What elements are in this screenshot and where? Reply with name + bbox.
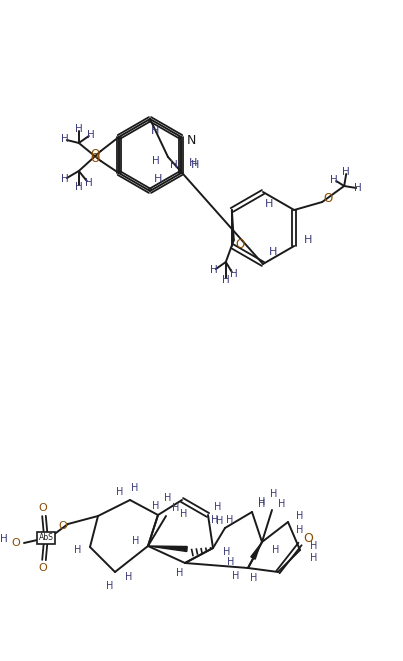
Text: H: H: [85, 178, 93, 188]
Text: H: H: [330, 175, 338, 185]
Text: H: H: [278, 499, 286, 509]
Text: H: H: [214, 502, 222, 512]
Polygon shape: [251, 545, 260, 559]
Text: H: H: [269, 247, 277, 257]
Text: H: H: [272, 545, 280, 555]
Text: O: O: [12, 538, 21, 548]
Text: H: H: [222, 275, 230, 285]
Text: O: O: [90, 147, 100, 161]
Text: H: H: [172, 503, 180, 513]
Text: H: H: [177, 568, 184, 578]
Text: H: H: [61, 174, 69, 184]
Text: H: H: [75, 124, 83, 134]
Text: O: O: [58, 521, 67, 531]
Text: O: O: [90, 153, 100, 165]
Text: H: H: [180, 509, 188, 519]
Text: H: H: [258, 499, 266, 509]
Text: H: H: [310, 553, 318, 563]
Text: H: H: [170, 160, 178, 170]
Text: H: H: [189, 158, 197, 168]
Text: H: H: [258, 497, 266, 507]
Text: H: H: [87, 130, 95, 140]
Text: O: O: [303, 531, 313, 545]
Text: H: H: [223, 547, 231, 557]
Text: H: H: [151, 126, 159, 136]
Text: H: H: [210, 265, 218, 275]
Text: H: H: [74, 545, 82, 555]
Text: H: H: [125, 572, 133, 582]
Text: H: H: [154, 174, 162, 184]
Polygon shape: [148, 546, 187, 551]
Text: H: H: [131, 483, 139, 493]
Text: H: H: [216, 516, 224, 526]
Text: H: H: [75, 182, 83, 192]
Text: H: H: [226, 515, 234, 525]
Text: H: H: [296, 511, 304, 521]
Text: O: O: [39, 503, 48, 513]
Text: O: O: [324, 192, 333, 206]
Text: H: H: [116, 487, 124, 497]
Text: N: N: [187, 134, 196, 147]
Text: H: H: [211, 515, 219, 525]
Text: H: H: [270, 489, 278, 499]
Text: H: H: [132, 536, 140, 546]
Text: H: H: [250, 573, 258, 583]
Text: H: H: [354, 183, 362, 193]
Text: H: H: [164, 493, 172, 503]
Text: H: H: [0, 534, 8, 544]
Text: H: H: [296, 525, 304, 535]
Text: O: O: [39, 563, 48, 573]
Text: H: H: [191, 160, 199, 170]
Text: H: H: [152, 156, 160, 166]
Text: H: H: [265, 199, 273, 209]
Text: AbS: AbS: [39, 533, 54, 543]
Text: H: H: [310, 541, 318, 551]
Text: H: H: [230, 269, 238, 279]
Text: H: H: [304, 235, 312, 245]
Text: H: H: [232, 571, 240, 581]
Text: H: H: [227, 557, 235, 567]
Text: H: H: [106, 581, 114, 591]
Text: H: H: [61, 134, 69, 144]
Text: O: O: [235, 239, 245, 251]
Text: H: H: [152, 501, 160, 511]
Text: H: H: [342, 167, 350, 177]
